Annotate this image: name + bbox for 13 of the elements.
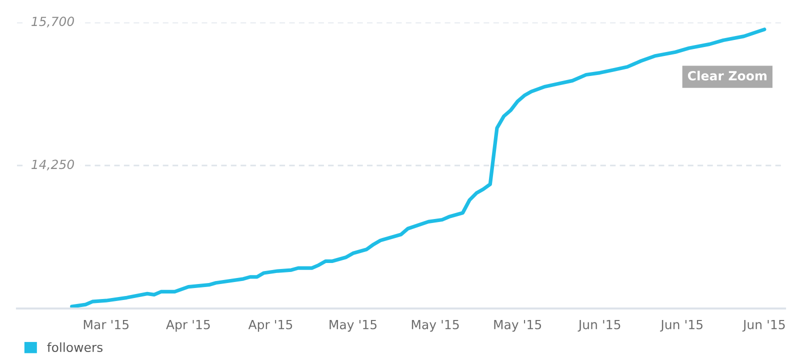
x-tick-label: May '15: [494, 320, 542, 332]
x-tick-label: Jun '15: [660, 320, 702, 332]
x-tick-label: Apr '15: [248, 320, 292, 332]
x-tick-label: Jun '15: [742, 320, 785, 332]
x-tick-label: Apr '15: [166, 320, 210, 332]
x-tick-label: May '15: [330, 320, 376, 332]
x-tick-label: May '15: [412, 320, 459, 332]
x-tick-label: Mar '15: [84, 320, 128, 330]
y-tick-label: 14,250: [32, 160, 74, 170]
legend-label: followers: [47, 342, 103, 352]
x-tick-label: Jun '15: [578, 320, 620, 332]
annotation: Clear Zoom: [688, 70, 766, 80]
y-tick-label: 15,700: [32, 16, 74, 28]
